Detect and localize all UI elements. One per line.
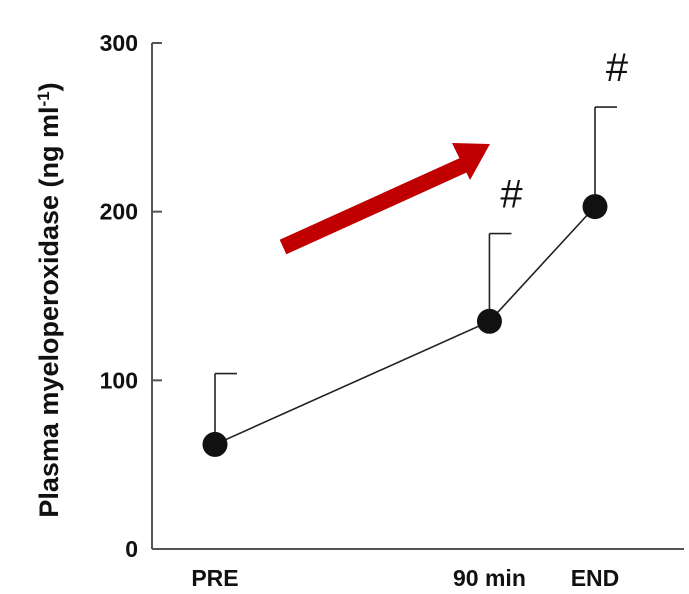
y-tick-label: 300 — [100, 30, 138, 56]
data-points — [202, 194, 608, 457]
x-tick-label: 90 min — [453, 565, 526, 591]
annotations: ## — [500, 46, 629, 217]
x-tick-label: END — [571, 565, 620, 591]
data-point — [582, 194, 608, 220]
series-line — [214, 206, 596, 446]
data-point — [202, 431, 228, 457]
error-bars — [214, 106, 617, 445]
y-tick-label: 200 — [100, 199, 138, 225]
y-ticks: 0 100 200 300 — [100, 30, 162, 562]
significance-marker: # — [606, 46, 629, 90]
data-point — [476, 308, 502, 334]
y-axis-label-main: Plasma myeloperoxidase (ng ml — [34, 106, 64, 517]
y-axis-label-end: ) — [34, 82, 64, 91]
significance-marker: # — [500, 173, 523, 217]
y-tick-label: 100 — [100, 367, 138, 393]
x-tick-label: PRE — [191, 565, 238, 591]
x-ticks: PRE 90 min END — [191, 565, 619, 591]
y-tick-label: 0 — [125, 536, 138, 562]
y-axis-label-sup: -1 — [34, 91, 53, 106]
axes — [151, 43, 684, 550]
series-lines — [214, 206, 596, 446]
arrow-head — [452, 143, 490, 180]
trend-arrow — [279, 143, 490, 255]
y-axis-label: Plasma myeloperoxidase (ng ml-1) — [34, 82, 65, 517]
arrow-shaft — [279, 156, 470, 255]
